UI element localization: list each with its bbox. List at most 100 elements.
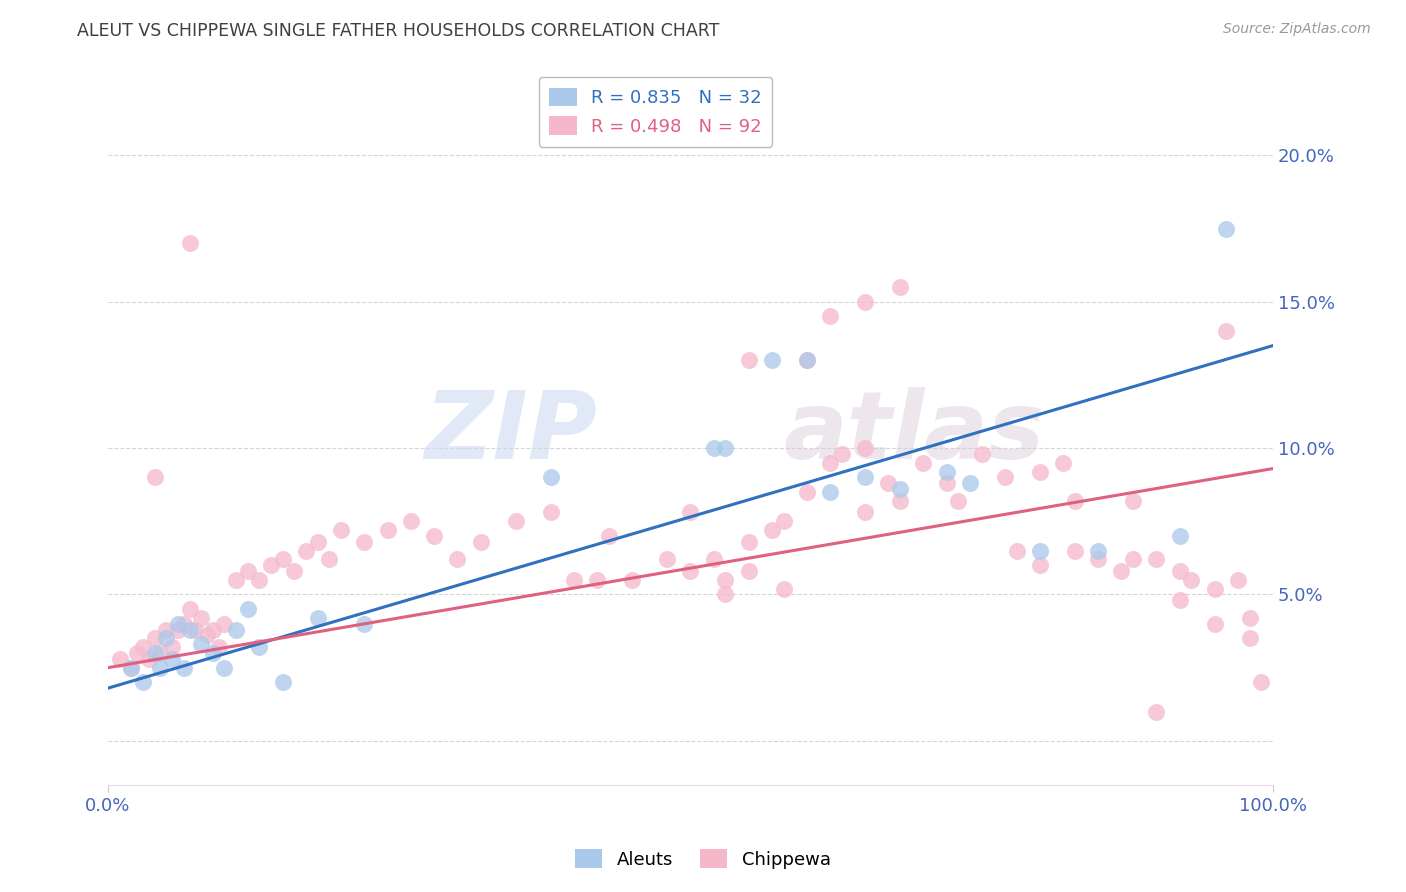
Point [201,646,224,660]
Point [796,353,818,368]
Point [195,628,218,642]
Point [714,441,737,455]
Point [948,493,970,508]
Point [621,573,644,587]
Point [271,675,294,690]
Point [307,534,329,549]
Point [155,632,177,646]
Point [679,506,702,520]
Point [1111,564,1133,578]
Point [225,623,247,637]
Point [818,310,841,324]
Point [353,534,375,549]
Point [1063,543,1085,558]
Point [1226,573,1249,587]
Point [703,441,725,455]
Point [889,482,911,496]
Point [1087,543,1109,558]
Point [831,447,853,461]
Point [249,640,271,655]
Point [190,611,212,625]
Point [796,353,818,368]
Point [1029,558,1052,573]
Point [377,523,399,537]
Point [796,485,818,500]
Text: Source: ZipAtlas.com: Source: ZipAtlas.com [1223,22,1371,37]
Point [132,640,155,655]
Point [214,616,236,631]
Point [120,660,142,674]
Point [772,514,794,528]
Point [143,632,166,646]
Point [295,543,318,558]
Point [155,623,177,637]
Point [935,476,957,491]
Point [149,660,172,674]
Point [236,602,259,616]
Point [1168,593,1191,607]
Point [271,552,294,566]
Point [318,552,340,566]
Point [761,523,783,537]
Point [853,294,876,309]
Point [283,564,305,578]
Point [208,640,231,655]
Point [714,587,737,601]
Point [912,456,935,470]
Point [818,456,841,470]
Point [703,552,725,566]
Point [1144,552,1167,566]
Point [423,529,446,543]
Point [1063,493,1085,508]
Point [959,476,981,491]
Point [1168,529,1191,543]
Point [179,623,201,637]
Text: ZIP: ZIP [425,387,598,480]
Legend: Aleuts, Chippewa: Aleuts, Chippewa [568,842,838,876]
Point [249,573,271,587]
Point [446,552,468,566]
Point [1204,616,1226,631]
Point [167,623,190,637]
Point [236,564,259,578]
Point [1215,324,1237,338]
Point [184,623,207,637]
Point [173,616,195,631]
Point [1180,573,1202,587]
Point [853,441,876,455]
Point [586,573,609,587]
Point [540,506,562,520]
Point [149,646,172,660]
Point [167,616,190,631]
Point [994,470,1017,484]
Point [127,646,149,660]
Point [214,660,236,674]
Point [505,514,527,528]
Text: ALEUT VS CHIPPEWA SINGLE FATHER HOUSEHOLDS CORRELATION CHART: ALEUT VS CHIPPEWA SINGLE FATHER HOUSEHOL… [77,22,720,40]
Point [714,573,737,587]
Point [598,529,620,543]
Point [737,564,759,578]
Point [1122,493,1144,508]
Point [761,353,783,368]
Point [190,637,212,651]
Point [138,652,160,666]
Point [1239,632,1261,646]
Point [160,652,183,666]
Point [307,611,329,625]
Point [1087,552,1109,566]
Point [737,534,759,549]
Point [737,353,759,368]
Point [108,652,131,666]
Point [679,564,702,578]
Point [853,470,876,484]
Point [818,485,841,500]
Point [399,514,422,528]
Point [1052,456,1074,470]
Point [772,582,794,596]
Point [562,573,585,587]
Legend: R = 0.835   N = 32, R = 0.498   N = 92: R = 0.835 N = 32, R = 0.498 N = 92 [538,77,772,146]
Point [260,558,283,573]
Text: atlas: atlas [783,387,1045,480]
Point [1029,465,1052,479]
